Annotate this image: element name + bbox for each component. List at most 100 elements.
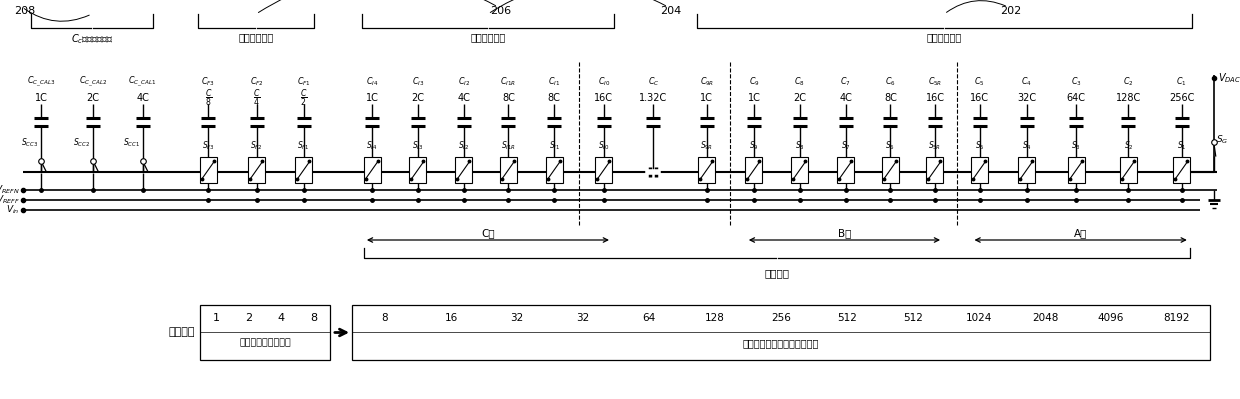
Bar bbox=[409, 157, 427, 183]
Text: 校正电容: 校正电容 bbox=[764, 268, 790, 278]
Text: B组: B组 bbox=[838, 228, 851, 238]
Text: $S_8$: $S_8$ bbox=[795, 140, 805, 152]
Text: 2C: 2C bbox=[412, 93, 424, 103]
Text: 256: 256 bbox=[771, 313, 791, 323]
Text: 4096: 4096 bbox=[1097, 313, 1125, 323]
Bar bbox=[200, 157, 217, 183]
Text: $S_{CC1}$: $S_{CC1}$ bbox=[123, 136, 140, 149]
Text: $S_7$: $S_7$ bbox=[841, 140, 851, 152]
Bar bbox=[745, 157, 763, 183]
Text: $C_{I4}$: $C_{I4}$ bbox=[366, 76, 378, 88]
Text: 1C: 1C bbox=[748, 93, 760, 103]
Text: $C_{9R}$: $C_{9R}$ bbox=[699, 76, 714, 88]
Text: $S_1$: $S_1$ bbox=[1177, 140, 1187, 152]
Text: 数字权重: 数字权重 bbox=[169, 328, 195, 338]
Text: $C_8$: $C_8$ bbox=[795, 76, 805, 88]
Bar bbox=[546, 157, 563, 183]
Bar bbox=[698, 157, 715, 183]
Text: $V_{REFN}$: $V_{REFN}$ bbox=[0, 184, 20, 196]
Text: 8192: 8192 bbox=[1164, 313, 1190, 323]
Text: $C_{C\_CAL3}$: $C_{C\_CAL3}$ bbox=[27, 75, 55, 89]
Text: $V_{in}$: $V_{in}$ bbox=[6, 204, 20, 216]
Text: $S_{F3}$: $S_{F3}$ bbox=[202, 140, 215, 152]
Text: $C_3$: $C_3$ bbox=[1071, 76, 1081, 88]
Text: 高段电容阵列: 高段电容阵列 bbox=[926, 32, 962, 42]
Text: $S_G$: $S_G$ bbox=[1215, 134, 1228, 146]
Text: $\frac{C}{2}$: $\frac{C}{2}$ bbox=[300, 87, 308, 109]
Text: 默认权重（不校正）: 默认权重（不校正） bbox=[239, 338, 291, 348]
Text: A组: A组 bbox=[1074, 228, 1087, 238]
Text: $C_5$: $C_5$ bbox=[975, 76, 985, 88]
Text: 小数电容阵列: 小数电容阵列 bbox=[238, 32, 274, 42]
Text: 206: 206 bbox=[490, 6, 511, 16]
Text: $S_{I1}$: $S_{I1}$ bbox=[548, 140, 560, 152]
Bar bbox=[1018, 157, 1035, 183]
Text: $C_{I2}$: $C_{I2}$ bbox=[458, 76, 470, 88]
Text: 16C: 16C bbox=[970, 93, 990, 103]
Text: 202: 202 bbox=[999, 6, 1022, 16]
Bar bbox=[1120, 157, 1137, 183]
Text: 无失配情况下校正得到的权重: 无失配情况下校正得到的权重 bbox=[743, 338, 820, 348]
Text: $C_{I1R}$: $C_{I1R}$ bbox=[500, 76, 517, 88]
Text: $C_{F3}$: $C_{F3}$ bbox=[201, 76, 216, 88]
Text: 8C: 8C bbox=[548, 93, 560, 103]
Bar bbox=[363, 157, 381, 183]
Text: $S_{I3}$: $S_{I3}$ bbox=[412, 140, 424, 152]
Text: $S_3$: $S_3$ bbox=[1071, 140, 1081, 152]
Text: $\frac{C}{8}$: $\frac{C}{8}$ bbox=[205, 87, 212, 109]
Text: $C_{F2}$: $C_{F2}$ bbox=[249, 76, 264, 88]
Text: $C_{5R}$: $C_{5R}$ bbox=[928, 76, 942, 88]
Bar bbox=[1068, 157, 1085, 183]
Text: $S_4$: $S_4$ bbox=[1022, 140, 1032, 152]
Text: $C_{I0}$: $C_{I0}$ bbox=[598, 76, 610, 88]
Text: 32: 32 bbox=[511, 313, 523, 323]
Text: $S_{I1R}$: $S_{I1R}$ bbox=[501, 140, 516, 152]
Text: 2: 2 bbox=[246, 313, 252, 323]
Bar bbox=[882, 157, 899, 183]
Text: $S_{CC3}$: $S_{CC3}$ bbox=[21, 136, 38, 149]
Text: 4C: 4C bbox=[136, 93, 149, 103]
Text: $C_C$: $C_C$ bbox=[647, 76, 660, 88]
Text: 256C: 256C bbox=[1169, 93, 1194, 103]
Text: $S_6$: $S_6$ bbox=[885, 140, 895, 152]
Text: $C_{I1}$: $C_{I1}$ bbox=[548, 76, 560, 88]
Text: 16: 16 bbox=[444, 313, 458, 323]
Text: 1: 1 bbox=[213, 313, 219, 323]
Text: 1C: 1C bbox=[35, 93, 47, 103]
Text: 208: 208 bbox=[14, 6, 35, 16]
Text: $C_4$: $C_4$ bbox=[1022, 76, 1032, 88]
Text: 1024: 1024 bbox=[966, 313, 992, 323]
Text: $S_{I2}$: $S_{I2}$ bbox=[458, 140, 470, 152]
Text: 1C: 1C bbox=[701, 93, 713, 103]
Text: 128C: 128C bbox=[1116, 93, 1141, 103]
Text: $S_{5R}$: $S_{5R}$ bbox=[929, 140, 941, 152]
Text: 8C: 8C bbox=[884, 93, 897, 103]
Text: C组: C组 bbox=[481, 228, 495, 238]
Text: $\frac{C}{4}$: $\frac{C}{4}$ bbox=[253, 87, 260, 109]
Bar bbox=[595, 157, 613, 183]
Text: 2C: 2C bbox=[794, 93, 806, 103]
Text: $S_{I0}$: $S_{I0}$ bbox=[598, 140, 610, 152]
Text: $S_{F2}$: $S_{F2}$ bbox=[250, 140, 263, 152]
Text: $C_1$: $C_1$ bbox=[1177, 76, 1187, 88]
Text: 32: 32 bbox=[577, 313, 590, 323]
Text: 16C: 16C bbox=[594, 93, 614, 103]
Text: 204: 204 bbox=[660, 6, 681, 16]
Bar bbox=[295, 157, 312, 183]
Bar bbox=[926, 157, 944, 183]
Bar bbox=[791, 157, 808, 183]
Text: $S_9$: $S_9$ bbox=[749, 140, 759, 152]
Text: 4C: 4C bbox=[458, 93, 470, 103]
Bar bbox=[1173, 157, 1190, 183]
Bar bbox=[200, 305, 330, 360]
Text: $C_{I3}$: $C_{I3}$ bbox=[412, 76, 424, 88]
Text: $S_2$: $S_2$ bbox=[1123, 140, 1133, 152]
Text: 4: 4 bbox=[278, 313, 285, 323]
Text: 512: 512 bbox=[903, 313, 923, 323]
Bar bbox=[352, 305, 1210, 360]
Text: $C_c$校正电容阵列: $C_c$校正电容阵列 bbox=[71, 32, 113, 46]
Text: $S_5$: $S_5$ bbox=[975, 140, 985, 152]
Text: $C_6$: $C_6$ bbox=[885, 76, 895, 88]
Text: $S_{9R}$: $S_{9R}$ bbox=[701, 140, 713, 152]
Text: $V_{DACP}$: $V_{DACP}$ bbox=[1218, 71, 1240, 85]
